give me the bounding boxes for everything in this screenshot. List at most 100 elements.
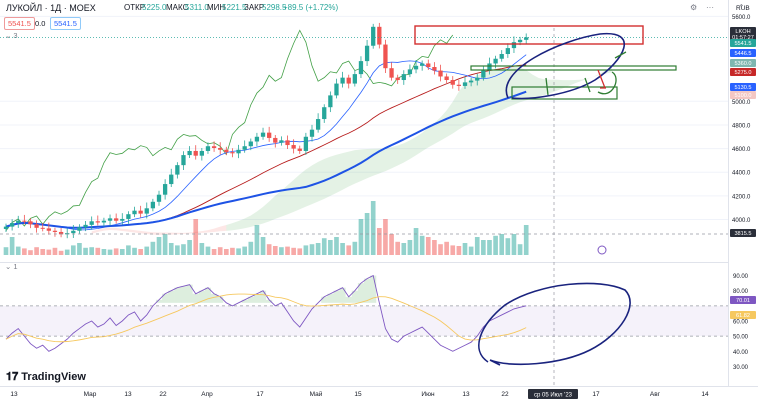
candle-body: [156, 194, 162, 202]
rsi-overbought-fill: [217, 296, 224, 303]
candle-body: [150, 201, 156, 209]
volume-bar: [444, 241, 449, 255]
volume-bar: [376, 228, 382, 255]
candle-body: [297, 148, 302, 151]
candle-body: [517, 39, 523, 43]
candle-body: [236, 149, 241, 154]
volume-bar: [193, 219, 199, 255]
volume-bar: [303, 245, 309, 255]
volume-bar: [89, 247, 95, 255]
settings-icon[interactable]: ⚙: [690, 3, 698, 12]
candle-body: [181, 155, 186, 166]
rsi-badge: 61.82: [730, 311, 756, 319]
volume-bar: [425, 237, 431, 255]
volume-bar: [236, 248, 241, 255]
price-tick-label: 4600.0: [732, 147, 751, 153]
rsi-overbought-fill: [162, 293, 169, 303]
volume-bar: [334, 237, 339, 255]
volume-bar: [119, 249, 125, 255]
symbol-title[interactable]: ЛУКОЙЛ · 1Д · MOEX: [6, 3, 96, 13]
candle-body: [475, 77, 480, 81]
volume-bar: [462, 243, 468, 255]
rsi-toggle[interactable]: ⌄ 1: [5, 262, 18, 271]
volume-bar: [401, 243, 407, 255]
price-tick-label: 4400.0: [732, 171, 751, 177]
candle-body: [456, 84, 462, 86]
rsi-overbought-fill: [357, 283, 365, 303]
ask-box[interactable]: 5541.5: [50, 17, 81, 30]
volume-bar: [493, 235, 498, 255]
candle-body: [71, 230, 76, 234]
volume-bar: [150, 241, 156, 255]
currency-label[interactable]: RUB: [736, 5, 750, 12]
price-badge: 3815.5: [730, 229, 756, 237]
open-value: 5225.0: [142, 3, 167, 12]
ichimoku-cloud-bullish: [226, 66, 612, 231]
volume-bar: [358, 219, 364, 255]
candle-body: [175, 165, 180, 175]
volume-bar: [523, 225, 529, 255]
volume-bar: [175, 245, 180, 255]
annotation-green-box: [470, 65, 677, 71]
volume-bar: [248, 241, 254, 255]
volume-bar: [107, 249, 113, 255]
time-tick-label: Май: [310, 390, 323, 398]
volume-bar: [138, 249, 143, 255]
brand-logo[interactable]: 𝟏𝟕 TradingView: [6, 371, 86, 384]
volume-bar: [505, 238, 511, 255]
candle-body: [505, 48, 510, 55]
volume-bar: [346, 245, 352, 255]
rsi-tick-label: 90.00: [733, 274, 749, 280]
open-label: ОТКР: [124, 3, 146, 12]
volume-bar: [499, 234, 505, 255]
indicators-toggle[interactable]: ⌄ 3: [5, 31, 18, 40]
annotation-blue-loop: [505, 32, 626, 100]
volume-bar: [315, 243, 321, 255]
collapse-icon[interactable]: ⌃: [738, 3, 745, 12]
volume-bar: [340, 243, 345, 255]
volume-bar: [456, 246, 462, 255]
price-tick-label: 5600.0: [732, 15, 751, 21]
candle-body: [450, 80, 455, 85]
candle-body: [426, 63, 431, 68]
volume-bar: [272, 246, 278, 255]
volume-bar: [46, 249, 52, 255]
candle-body: [322, 107, 327, 120]
volume-bar: [83, 247, 88, 255]
low-label: МИН: [207, 3, 226, 12]
candle-body: [132, 210, 137, 215]
candle-body: [395, 77, 400, 81]
candle-body: [468, 80, 474, 83]
volume-bar: [205, 246, 211, 255]
candle-body: [107, 218, 113, 221]
rsi-overbought-fill: [186, 284, 193, 303]
price-badge-bg: [730, 68, 756, 76]
rsi-indicators-count: 1: [13, 262, 18, 271]
time-tick-label: Мар: [84, 391, 97, 398]
candle-body: [120, 218, 125, 221]
volume-bar: [474, 237, 480, 255]
volume-bar: [156, 237, 162, 255]
candle-body: [334, 83, 339, 96]
price-badge-label: 5130.5: [734, 85, 751, 91]
volume-bar: [450, 245, 456, 255]
rsi-overbought-fill: [204, 287, 212, 303]
candle-body: [248, 141, 253, 147]
candle-body: [52, 230, 58, 232]
rsi-overbought-fill: [351, 290, 358, 303]
volume-bar: [34, 247, 39, 255]
volume-bar: [260, 237, 266, 255]
tradingview-icon: 𝟏𝟕: [6, 371, 22, 383]
price-badge-label: 5446.5: [734, 51, 751, 57]
volume-bar: [370, 201, 376, 255]
volume-bar: [162, 234, 168, 255]
candle-body: [83, 224, 88, 228]
low-value: 5221.5: [222, 3, 247, 12]
more-icon[interactable]: ···: [706, 3, 714, 12]
candle-body: [169, 174, 174, 185]
bid-box[interactable]: 5541.5: [4, 17, 35, 30]
rsi-badge: 70.01: [730, 296, 756, 304]
annotation-green-box-2: [511, 86, 618, 100]
rsi-overbought-fill: [253, 293, 260, 303]
